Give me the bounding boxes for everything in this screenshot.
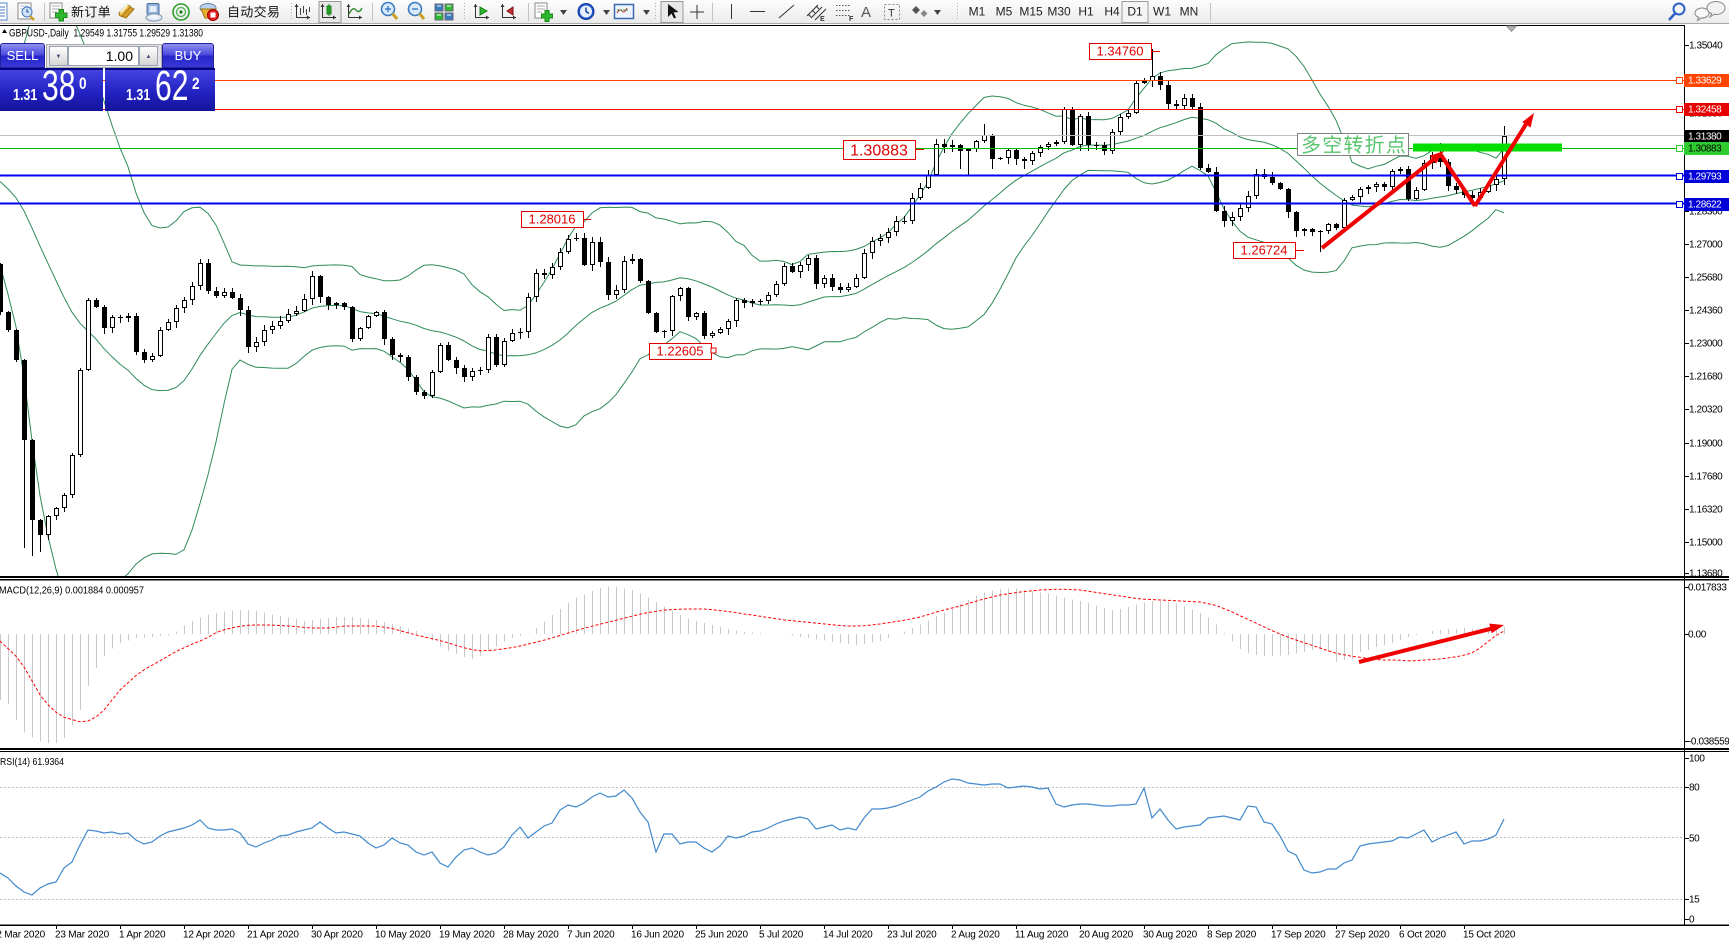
svg-text:1.26724: 1.26724 <box>1241 243 1288 258</box>
svg-text:M5: M5 <box>996 5 1013 19</box>
svg-text:80: 80 <box>1689 783 1700 794</box>
svg-text:1.30883: 1.30883 <box>850 142 908 159</box>
svg-text:8 Sep 2020: 8 Sep 2020 <box>1207 930 1257 941</box>
svg-text:1.20320: 1.20320 <box>1689 405 1723 416</box>
svg-text:W1: W1 <box>1153 5 1171 19</box>
svg-text:H4: H4 <box>1104 5 1120 19</box>
svg-text:1.24360: 1.24360 <box>1689 306 1723 317</box>
svg-text:7 Jun 2020: 7 Jun 2020 <box>567 930 615 941</box>
svg-text:RSI(14) 61.9364: RSI(14) 61.9364 <box>0 756 64 768</box>
svg-text:21 Apr 2020: 21 Apr 2020 <box>247 930 299 941</box>
svg-text:2 Aug 2020: 2 Aug 2020 <box>951 930 1000 941</box>
svg-text:30 Apr 2020: 30 Apr 2020 <box>311 930 363 941</box>
svg-text:11 Aug 2020: 11 Aug 2020 <box>1015 930 1069 941</box>
svg-text:GBPUSD-,Daily 1.29549 1.31755: GBPUSD-,Daily 1.29549 1.31755 1.29529 1.… <box>9 28 203 40</box>
svg-text:1.34760: 1.34760 <box>1097 44 1144 59</box>
svg-text:10 May 2020: 10 May 2020 <box>375 930 431 941</box>
svg-text:H1: H1 <box>1078 5 1094 19</box>
svg-text:1.27000: 1.27000 <box>1689 240 1723 251</box>
svg-text:1.31380: 1.31380 <box>1688 132 1722 143</box>
svg-text:28 May 2020: 28 May 2020 <box>503 930 559 941</box>
svg-text:1.15000: 1.15000 <box>1689 538 1723 549</box>
svg-text:1.28016: 1.28016 <box>529 212 576 227</box>
svg-text:1.22605: 1.22605 <box>657 344 704 359</box>
svg-text:19 May 2020: 19 May 2020 <box>439 930 495 941</box>
svg-text:1.35040: 1.35040 <box>1689 41 1723 52</box>
svg-text:1.32458: 1.32458 <box>1688 105 1722 116</box>
svg-text:0: 0 <box>1689 915 1695 926</box>
svg-text:15 Oct 2020: 15 Oct 2020 <box>1463 930 1516 941</box>
svg-text:17 Sep 2020: 17 Sep 2020 <box>1271 930 1326 941</box>
svg-text:20 Aug 2020: 20 Aug 2020 <box>1079 930 1134 941</box>
svg-text:12 Mar 2020: 12 Mar 2020 <box>0 930 46 941</box>
svg-text:100: 100 <box>1689 754 1705 765</box>
svg-text:12 Apr 2020: 12 Apr 2020 <box>183 930 235 941</box>
svg-text:16 Jun 2020: 16 Jun 2020 <box>631 930 684 941</box>
svg-text:15: 15 <box>1689 895 1700 906</box>
svg-text:1.33629: 1.33629 <box>1688 76 1722 87</box>
svg-text:1 Apr 2020: 1 Apr 2020 <box>119 930 166 941</box>
svg-text:1.19000: 1.19000 <box>1689 439 1723 450</box>
svg-text:1.17680: 1.17680 <box>1689 472 1723 483</box>
svg-text:A: A <box>861 4 871 21</box>
svg-text:E: E <box>820 16 825 23</box>
svg-text:23 Jul 2020: 23 Jul 2020 <box>887 930 937 941</box>
svg-text:14 Jul 2020: 14 Jul 2020 <box>823 930 873 941</box>
svg-text:50: 50 <box>1689 834 1700 845</box>
svg-text:1.28360: 1.28360 <box>1689 207 1723 218</box>
svg-text:6 Oct 2020: 6 Oct 2020 <box>1399 930 1447 941</box>
svg-text:M30: M30 <box>1047 5 1071 19</box>
svg-text:M15: M15 <box>1019 5 1043 19</box>
svg-text:1.28622: 1.28622 <box>1688 200 1722 211</box>
svg-text:0.00: 0.00 <box>1688 630 1707 641</box>
svg-text:0.017833: 0.017833 <box>1688 583 1727 594</box>
svg-text:1.23000: 1.23000 <box>1689 339 1723 350</box>
svg-text:27 Sep 2020: 27 Sep 2020 <box>1335 930 1390 941</box>
svg-text:T: T <box>888 8 895 20</box>
svg-text:1.16320: 1.16320 <box>1689 505 1723 516</box>
svg-text:MACD(12,26,9) 0.001884 0.00095: MACD(12,26,9) 0.001884 0.000957 <box>0 585 144 597</box>
svg-text:D1: D1 <box>1127 5 1143 19</box>
svg-text:30 Aug 2020: 30 Aug 2020 <box>1143 930 1198 941</box>
svg-text:25 Jun 2020: 25 Jun 2020 <box>695 930 748 941</box>
svg-text:F: F <box>849 16 854 23</box>
svg-text:-0.038559: -0.038559 <box>1688 737 1729 748</box>
svg-text:5 Jul 2020: 5 Jul 2020 <box>759 930 804 941</box>
svg-text:1.21680: 1.21680 <box>1689 372 1723 383</box>
svg-text:1.13680: 1.13680 <box>1689 569 1723 580</box>
svg-text:1.30883: 1.30883 <box>1688 144 1722 155</box>
svg-text:23 Mar 2020: 23 Mar 2020 <box>55 930 110 941</box>
svg-text:MN: MN <box>1180 5 1199 19</box>
svg-text:1.25680: 1.25680 <box>1689 273 1723 284</box>
svg-text:M1: M1 <box>969 5 986 19</box>
svg-text:1.29793: 1.29793 <box>1688 172 1722 183</box>
